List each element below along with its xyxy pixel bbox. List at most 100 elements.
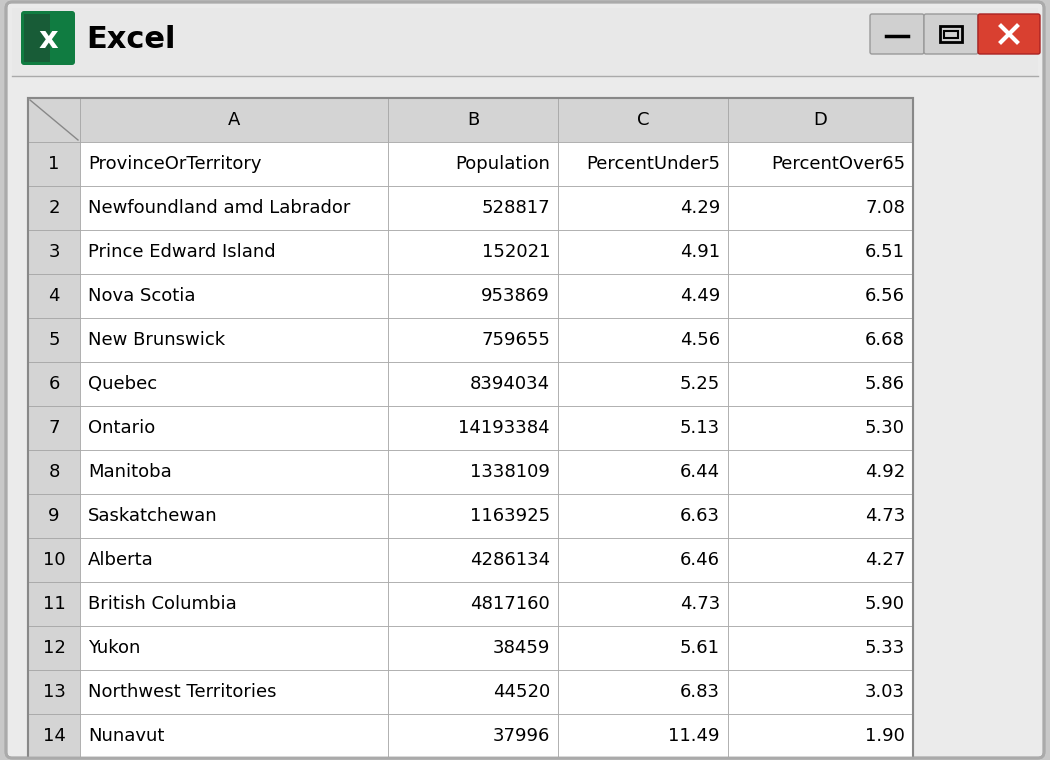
Bar [80, 450, 388, 494]
Text: 11.49: 11.49 [669, 727, 720, 745]
Text: 6: 6 [48, 375, 60, 393]
Text: 14193384: 14193384 [459, 419, 550, 437]
Text: Manitoba: Manitoba [88, 463, 172, 481]
Bar [728, 538, 914, 582]
Text: PercentOver65: PercentOver65 [771, 155, 905, 173]
Bar [28, 98, 80, 142]
Text: 5.25: 5.25 [679, 375, 720, 393]
Text: 1163925: 1163925 [470, 507, 550, 525]
FancyBboxPatch shape [924, 14, 978, 54]
Bar [940, 26, 962, 42]
Bar [558, 406, 728, 450]
Text: 6.46: 6.46 [680, 551, 720, 569]
Text: 7: 7 [48, 419, 60, 437]
Bar [558, 494, 728, 538]
Text: 14: 14 [43, 727, 65, 745]
FancyBboxPatch shape [978, 14, 1040, 54]
Bar [728, 230, 914, 274]
Text: 4286134: 4286134 [470, 551, 550, 569]
Bar [728, 450, 914, 494]
Text: Quebec: Quebec [88, 375, 158, 393]
Text: 4.56: 4.56 [680, 331, 720, 349]
Text: 5.33: 5.33 [865, 639, 905, 657]
Bar [28, 406, 80, 450]
Bar [728, 494, 914, 538]
Bar [28, 582, 80, 626]
Bar [728, 670, 914, 714]
Bar [728, 186, 914, 230]
Bar [558, 98, 728, 142]
Bar [28, 142, 80, 186]
Text: 953869: 953869 [481, 287, 550, 305]
Text: 12: 12 [43, 639, 65, 657]
Bar [80, 714, 388, 758]
Text: 6.68: 6.68 [865, 331, 905, 349]
Bar [28, 626, 80, 670]
Text: Saskatchewan: Saskatchewan [88, 507, 217, 525]
Bar [728, 626, 914, 670]
Text: 37996: 37996 [492, 727, 550, 745]
Text: 2: 2 [48, 199, 60, 217]
Text: 4.29: 4.29 [679, 199, 720, 217]
Text: 4.91: 4.91 [680, 243, 720, 261]
Bar [28, 714, 80, 758]
Bar [28, 318, 80, 362]
Text: 5.90: 5.90 [865, 595, 905, 613]
Bar [388, 538, 558, 582]
Bar [558, 142, 728, 186]
Bar [28, 186, 80, 230]
Bar [28, 274, 80, 318]
Bar [388, 582, 558, 626]
Text: 152021: 152021 [482, 243, 550, 261]
Bar [388, 450, 558, 494]
Text: 759655: 759655 [481, 331, 550, 349]
Text: Nunavut: Nunavut [88, 727, 165, 745]
Bar [80, 98, 388, 142]
Text: ProvinceOrTerritory: ProvinceOrTerritory [88, 155, 261, 173]
Bar [80, 670, 388, 714]
Text: 6.51: 6.51 [865, 243, 905, 261]
Text: 8394034: 8394034 [470, 375, 550, 393]
Bar [944, 31, 958, 38]
Bar [28, 230, 80, 274]
Bar [388, 142, 558, 186]
Bar [728, 274, 914, 318]
Text: 4.92: 4.92 [865, 463, 905, 481]
Bar [558, 538, 728, 582]
Text: Northwest Territories: Northwest Territories [88, 683, 276, 701]
Bar [12, 8, 1038, 76]
Bar [558, 186, 728, 230]
Bar [80, 230, 388, 274]
Text: 4.27: 4.27 [865, 551, 905, 569]
Bar [80, 406, 388, 450]
Text: 1338109: 1338109 [470, 463, 550, 481]
Bar [558, 626, 728, 670]
Bar [388, 186, 558, 230]
Bar [80, 362, 388, 406]
Text: 6.44: 6.44 [680, 463, 720, 481]
Bar [558, 362, 728, 406]
Bar [388, 362, 558, 406]
Text: 4.49: 4.49 [679, 287, 720, 305]
Text: 11: 11 [43, 595, 65, 613]
Text: 4.73: 4.73 [865, 507, 905, 525]
Bar [558, 714, 728, 758]
Bar [80, 318, 388, 362]
Bar [388, 494, 558, 538]
Text: 38459: 38459 [492, 639, 550, 657]
Text: 6.63: 6.63 [680, 507, 720, 525]
FancyBboxPatch shape [870, 14, 924, 54]
Bar [558, 670, 728, 714]
Text: 13: 13 [43, 683, 65, 701]
Bar [728, 318, 914, 362]
Text: 1: 1 [48, 155, 60, 173]
Text: 4: 4 [48, 287, 60, 305]
Text: D: D [814, 111, 827, 129]
Text: 5.30: 5.30 [865, 419, 905, 437]
Bar [388, 230, 558, 274]
Bar [728, 714, 914, 758]
Text: 7.08: 7.08 [865, 199, 905, 217]
Bar [388, 626, 558, 670]
Text: New Brunswick: New Brunswick [88, 331, 225, 349]
Text: 10: 10 [43, 551, 65, 569]
